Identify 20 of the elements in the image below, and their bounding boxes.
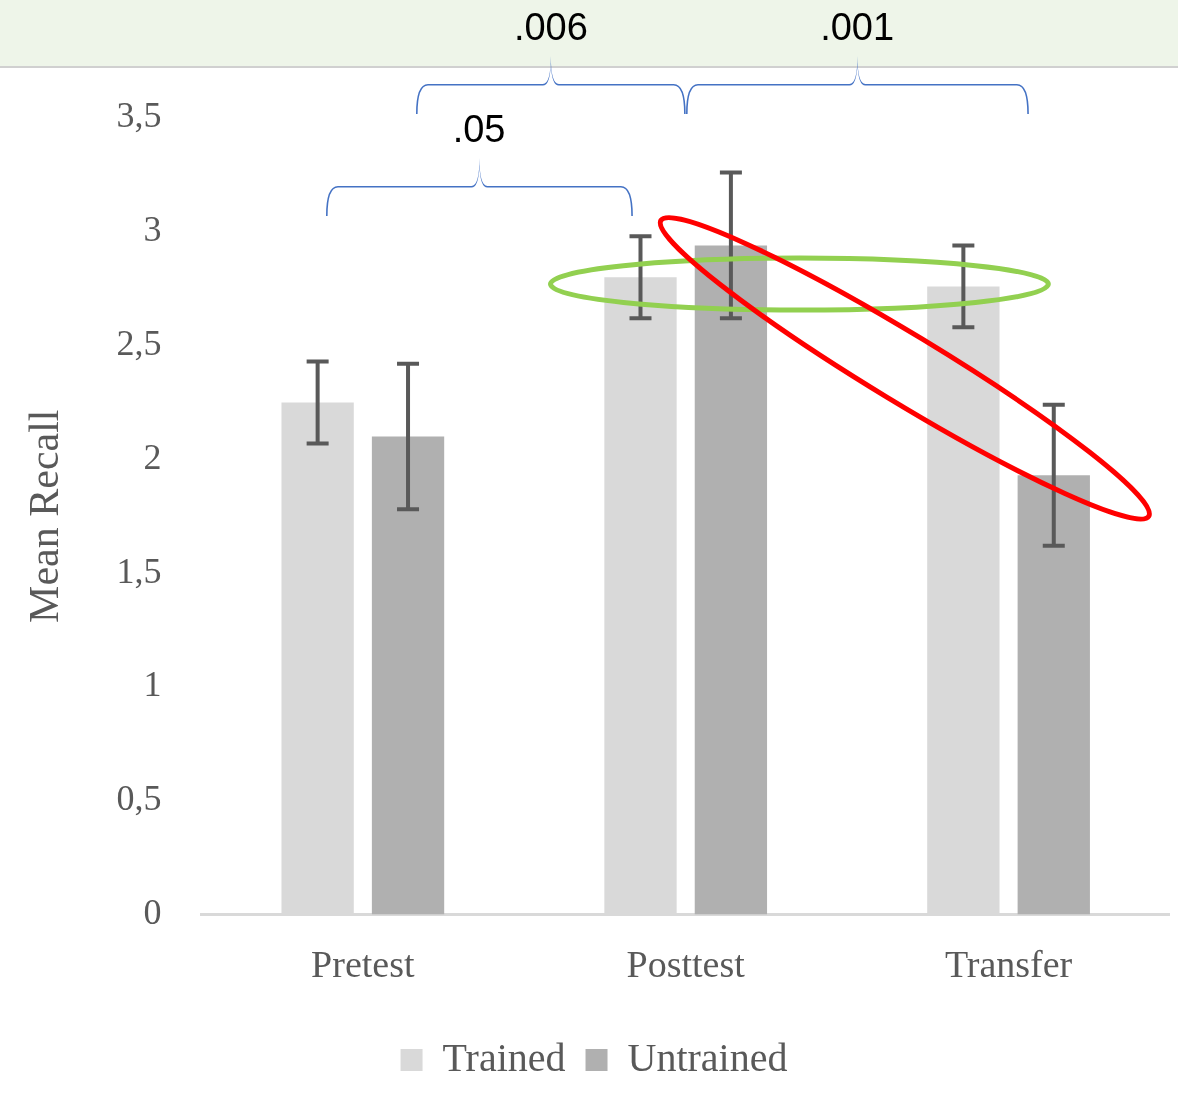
text: .001 bbox=[819, 5, 896, 49]
y-tick-label: 3 bbox=[143, 209, 162, 250]
y-tick-label: 2,5 bbox=[116, 323, 162, 363]
y-tick-label: 3,5 bbox=[116, 95, 162, 136]
annotation: .05 bbox=[451, 108, 507, 152]
x-tick-label: Transfer bbox=[944, 943, 1073, 986]
text: .006 bbox=[512, 5, 589, 49]
bar bbox=[371, 436, 445, 915]
legend-label: Trained bbox=[442, 1034, 566, 1080]
y-tick-label: 0 bbox=[143, 891, 162, 932]
x-tick-label: Pretest bbox=[311, 943, 415, 986]
y-tick-label: 0,5 bbox=[116, 778, 162, 819]
y-tick-label: 1,5 bbox=[116, 550, 162, 591]
y-tick-label: 2 bbox=[143, 436, 162, 477]
x-tick-label: Posttest bbox=[626, 943, 746, 986]
legend-label: Untrained bbox=[627, 1034, 788, 1080]
y-tick-label: 1 bbox=[143, 664, 162, 705]
bar bbox=[1017, 475, 1090, 915]
y-axis-title: Mean Recall bbox=[21, 409, 68, 623]
bar bbox=[694, 245, 768, 915]
